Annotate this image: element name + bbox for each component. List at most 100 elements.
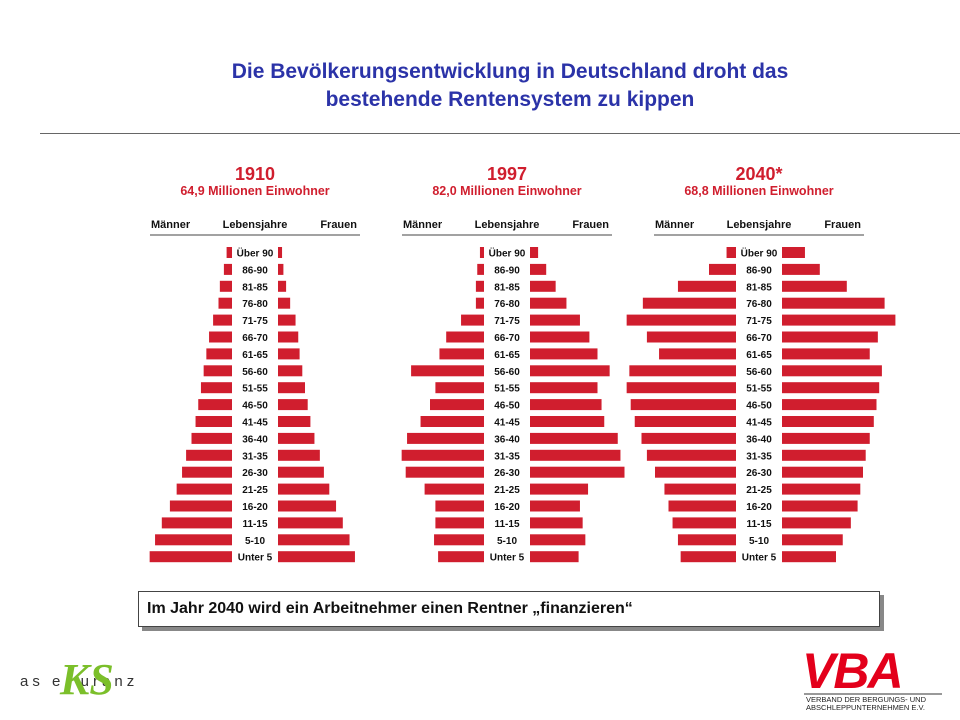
age-label: 11-15 (242, 519, 267, 530)
title-line-1: Die Bevölkerungsentwicklung in Deutschla… (231, 60, 789, 83)
bar-maenner (475, 297, 484, 309)
age-label: 5-10 (749, 536, 769, 547)
bar-maenner (176, 483, 232, 495)
age-label: 26-30 (746, 468, 772, 479)
age-label: Unter 5 (742, 553, 777, 564)
age-label: 51-55 (746, 384, 772, 395)
header-lebensjahre: Lebensjahre (223, 219, 288, 231)
pyramid-subtitle: 82,0 Millionen Einwohner (432, 184, 581, 198)
age-label: 41-45 (746, 418, 772, 429)
bar-maenner (659, 348, 736, 360)
bar-frauen (530, 280, 556, 292)
bar-frauen (782, 365, 882, 377)
bar-frauen (278, 247, 283, 258)
bar-maenner (155, 534, 232, 546)
age-label: 76-80 (242, 299, 268, 310)
bar-frauen (530, 399, 602, 411)
age-label: 16-20 (242, 502, 268, 513)
bar-frauen (278, 517, 343, 529)
bar-frauen (782, 449, 866, 461)
info-banner: Im Jahr 2040 wird ein Arbeitnehmer einen… (138, 591, 880, 627)
bar-maenner (182, 466, 232, 478)
age-label: 16-20 (494, 502, 520, 513)
bar-frauen (278, 297, 291, 309)
bar-frauen (782, 263, 820, 275)
bar-frauen (278, 466, 324, 478)
bar-maenner (226, 247, 232, 258)
age-label: 21-25 (242, 485, 268, 496)
bar-maenner (434, 534, 484, 546)
bar-frauen (278, 416, 311, 427)
bar-maenner (664, 483, 736, 495)
header-frauen: Frauen (824, 219, 861, 231)
age-label: 71-75 (242, 316, 268, 327)
bar-frauen (530, 382, 598, 394)
age-label: 36-40 (242, 434, 268, 445)
age-label: 66-70 (494, 333, 520, 344)
age-label: 86-90 (494, 265, 520, 276)
age-label: Über 90 (489, 247, 526, 260)
banner-text: Im Jahr 2040 wird ein Arbeitnehmer einen… (147, 600, 633, 617)
bar-frauen (782, 466, 863, 478)
vba-logo-mark: VBA (802, 644, 902, 699)
pyramid-subtitle: 64,9 Millionen Einwohner (180, 184, 329, 198)
title-line-2: bestehende Rentensystem zu kippen (325, 88, 695, 111)
age-label: 5-10 (245, 536, 265, 547)
bar-maenner (203, 365, 232, 377)
age-label: Unter 5 (490, 553, 525, 564)
age-label: 46-50 (242, 401, 268, 412)
bar-frauen (782, 500, 858, 512)
bar-maenner (209, 331, 232, 343)
bar-maenner (477, 263, 484, 275)
bar-frauen (782, 247, 805, 258)
bar-frauen (530, 466, 625, 478)
age-label: 26-30 (242, 468, 268, 479)
bar-frauen (782, 314, 896, 326)
bar-maenner (439, 348, 484, 360)
age-label: 76-80 (746, 299, 772, 310)
bar-maenner (161, 517, 232, 529)
bar-maenner (219, 280, 232, 292)
bar-maenner (475, 280, 484, 292)
bar-frauen (530, 416, 605, 427)
bar-frauen (278, 551, 355, 563)
bar-frauen (782, 432, 870, 444)
bar-frauen (530, 331, 590, 343)
age-label: 46-50 (746, 401, 772, 412)
bar-maenner (677, 280, 736, 292)
age-label: 31-35 (746, 451, 772, 462)
header-lebensjahre: Lebensjahre (727, 219, 792, 231)
age-label: 51-55 (494, 384, 520, 395)
bar-frauen (530, 551, 579, 563)
bar-maenner (420, 416, 484, 427)
bar-maenner (169, 500, 232, 512)
bar-frauen (782, 551, 836, 563)
bar-maenner (401, 449, 484, 461)
asekuranz-logo-mark: KS (59, 655, 114, 704)
age-label: 11-15 (746, 519, 771, 530)
age-label: 46-50 (494, 401, 520, 412)
age-label: 66-70 (746, 333, 772, 344)
bar-maenner (626, 382, 736, 394)
age-label: 86-90 (746, 265, 772, 276)
vba-logo: VBA VERBAND DER BERGUNGS- UND ABSCHLEPPU… (802, 644, 942, 712)
bar-maenner (149, 551, 232, 563)
bar-maenner (655, 466, 736, 478)
bar-maenner (223, 263, 232, 275)
bar-frauen (278, 280, 287, 292)
bar-maenner (677, 534, 736, 546)
age-label: 61-65 (242, 350, 268, 361)
bar-frauen (530, 517, 583, 529)
pyramid-title: 1997 (487, 164, 527, 184)
bar-frauen (530, 247, 539, 258)
bar-maenner (709, 263, 736, 275)
age-label: 51-55 (242, 384, 268, 395)
age-label: 56-60 (746, 367, 772, 378)
bar-frauen (782, 348, 870, 360)
bar-maenner (206, 348, 232, 360)
age-label: 31-35 (242, 451, 268, 462)
header-frauen: Frauen (320, 219, 357, 231)
bar-maenner (435, 382, 484, 394)
bar-frauen (278, 365, 303, 377)
